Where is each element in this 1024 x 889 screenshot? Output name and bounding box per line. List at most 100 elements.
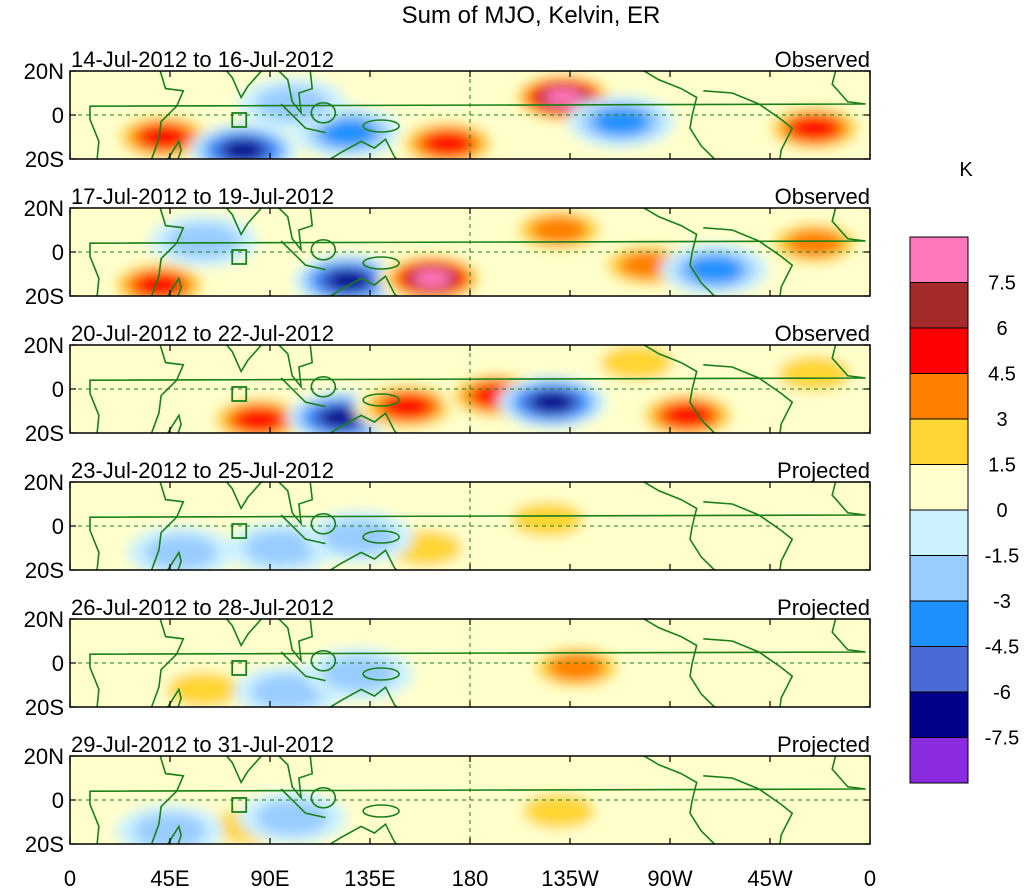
coast-borneo: [310, 512, 337, 535]
coast-new-guinea: [362, 393, 400, 407]
coast-madagascar: [166, 413, 182, 433]
anomaly-cell: [633, 389, 742, 433]
panel-period-label: 14-Jul-2012 to 16-Jul-2012: [71, 47, 334, 72]
anomaly-cell: [760, 102, 869, 155]
x-tick-label: 45W: [747, 866, 792, 889]
colorbar-swatch: [909, 236, 969, 283]
coast-borneo: [310, 375, 337, 398]
y-tick-label: 20S: [25, 421, 64, 446]
anomaly-cell: [493, 493, 602, 546]
coast-southeast-asia: [277, 208, 314, 253]
colorbar-swatch: [909, 327, 969, 374]
coast-india: [225, 71, 263, 100]
map-panel: 20N 0 20S 17-Jul-2012 to 19-Jul-2012 Observe…: [24, 184, 871, 309]
coast-south-america-west: [642, 756, 716, 844]
coast-india: [225, 619, 263, 648]
coast-south-america-east: [703, 775, 794, 844]
colorbar-label: -4.5: [985, 637, 1019, 659]
coast-borneo: [310, 649, 337, 672]
map-panel: 20N 0 20S 26-Jul-2012 to 28-Jul-2012 Project…: [24, 595, 871, 720]
x-axis: 0 45E 90E 135E 180 135W 90W 45W 0: [64, 866, 876, 889]
anomaly-cell: [504, 785, 613, 837]
x-tick-label: 90W: [647, 866, 692, 889]
coast-south-america-east: [703, 638, 794, 707]
colorbar-label: 1.5: [988, 455, 1016, 477]
anomaly-cell: [189, 124, 298, 159]
coastlines: [89, 756, 866, 844]
coast-west-africa: [89, 345, 866, 433]
y-tick-label: 0: [52, 651, 64, 676]
coast-borneo: [310, 102, 337, 124]
anomaly-cell: [660, 243, 769, 296]
map-panel: 20N 0 20S 29-Jul-2012 to 31-Jul-2012 Project…: [24, 732, 871, 857]
anomaly-cell: [682, 785, 791, 837]
anomaly-cell: [104, 259, 213, 296]
colorbar-label: -6: [993, 682, 1011, 704]
coast-madagascar: [166, 687, 182, 707]
panel-status-label: Observed: [775, 184, 870, 209]
anomaly-cell: [498, 376, 607, 429]
y-tick-label: 20N: [24, 196, 64, 221]
coast-west-africa: [89, 756, 866, 844]
region-box: [231, 249, 248, 265]
coast-south-america-west: [642, 482, 716, 570]
panel-period-label: 29-Jul-2012 to 31-Jul-2012: [71, 732, 334, 757]
coast-australia: [328, 548, 398, 570]
coast-madagascar: [166, 276, 182, 296]
map-panel: 20N 0 20S 23-Jul-2012 to 25-Jul-2012 Project…: [24, 458, 871, 583]
coast-india: [225, 208, 263, 237]
anomaly-cell: [567, 95, 676, 148]
region-box: [231, 112, 248, 128]
anomaly-cell: [149, 663, 258, 707]
panel-status-label: Observed: [775, 321, 870, 346]
map-panel: 20N 0 20S 20-Jul-2012 to 22-Jul-2012 Observe…: [24, 321, 871, 446]
coast-west-africa: [89, 482, 866, 570]
panel-status-label: Projected: [777, 595, 870, 620]
coast-sumatra-java: [280, 377, 326, 408]
coastlines: [89, 208, 866, 296]
region-box: [231, 523, 248, 539]
panel-period-label: 20-Jul-2012 to 22-Jul-2012: [71, 321, 334, 346]
coast-madagascar: [166, 824, 182, 844]
y-tick-label: 0: [52, 103, 64, 128]
coast-south-america-east: [703, 501, 794, 570]
coast-southeast-asia: [277, 345, 314, 390]
panel-status-label: Observed: [775, 47, 870, 72]
colorbar-label: 7.5: [988, 273, 1016, 295]
colorbar-swatch: [909, 646, 969, 693]
coast-sumatra-java: [280, 788, 326, 819]
y-tick-label: 0: [52, 788, 64, 813]
region-box: [231, 797, 248, 813]
coast-sumatra-java: [280, 240, 326, 271]
anomaly-cell: [393, 117, 502, 159]
anomaly-cell: [304, 511, 413, 563]
coast-south-america-east: [703, 227, 794, 296]
coast-west-africa: [89, 71, 866, 159]
coastlines: [89, 345, 866, 433]
x-tick-label: 135E: [344, 866, 395, 889]
colorbar-label: -3: [993, 591, 1011, 613]
colorbar-swatch: [909, 737, 969, 784]
coast-sumatra-java: [280, 103, 326, 134]
anomaly-cell: [238, 791, 347, 844]
colorbar-label: 3: [996, 409, 1007, 431]
panel-period-label: 26-Jul-2012 to 28-Jul-2012: [71, 595, 334, 620]
coast-new-guinea: [362, 804, 400, 818]
y-tick-label: 20N: [24, 470, 64, 495]
x-tick-label: 135W: [541, 866, 599, 889]
anomaly-cell: [204, 393, 313, 433]
anomaly-cell: [522, 641, 631, 694]
anomaly-cell: [149, 215, 258, 267]
colorbar-swatch: [909, 418, 969, 465]
coast-south-america-east: [703, 90, 794, 159]
x-tick-label: 90E: [250, 866, 289, 889]
coast-southeast-asia: [277, 619, 314, 664]
coastlines: [89, 619, 866, 707]
anomaly-cell: [116, 804, 224, 844]
coast-south-america-west: [642, 71, 716, 159]
anomaly-cell: [127, 526, 236, 570]
colorbar-label: 4.5: [988, 364, 1016, 386]
colorbar-swatch: [909, 509, 969, 556]
coast-west-africa: [89, 208, 866, 296]
